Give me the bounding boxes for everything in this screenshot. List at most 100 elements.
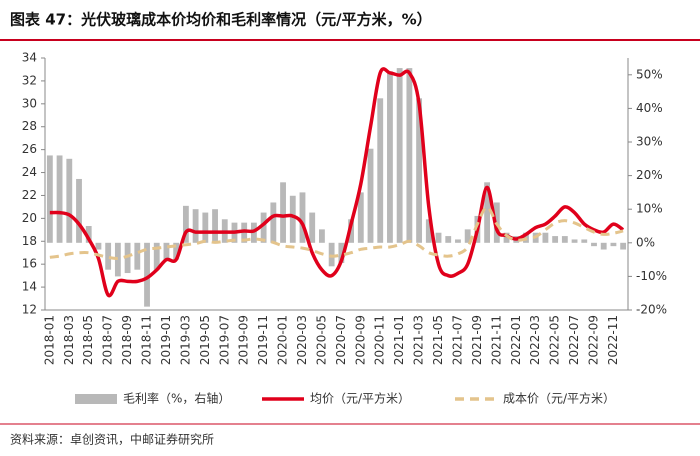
x-tick-label: 2022-01 bbox=[509, 315, 523, 365]
bar bbox=[66, 158, 73, 243]
y-tick-label: 18 bbox=[22, 234, 37, 248]
bar bbox=[163, 242, 170, 260]
bar bbox=[124, 242, 131, 274]
bar bbox=[105, 242, 112, 270]
bar bbox=[571, 239, 578, 243]
bar bbox=[620, 242, 627, 250]
bar bbox=[581, 239, 588, 243]
x-tick-label: 2019-07 bbox=[217, 315, 231, 365]
y2-tick-label: 40% bbox=[636, 101, 663, 115]
bar bbox=[445, 236, 452, 243]
y2-tick-label: 10% bbox=[636, 202, 663, 216]
legend-label: 成本价（元/平方米） bbox=[503, 391, 615, 406]
y2-tick-label: -20% bbox=[636, 303, 667, 317]
x-tick-label: 2020-07 bbox=[334, 315, 348, 365]
bar bbox=[309, 212, 316, 243]
x-tick-label: 2020-09 bbox=[353, 315, 367, 365]
bar bbox=[299, 192, 306, 243]
x-tick-label: 2021-01 bbox=[392, 315, 406, 365]
source: 资料来源：卓创资讯，中邮证券研究所 bbox=[10, 432, 214, 447]
y-tick-label: 32 bbox=[22, 73, 37, 87]
bar bbox=[46, 155, 53, 243]
bar bbox=[406, 68, 413, 243]
x-tick-label: 2019-03 bbox=[178, 315, 192, 365]
bar bbox=[561, 236, 568, 243]
x-tick-label: 2020-03 bbox=[295, 315, 309, 365]
x-tick-label: 2019-09 bbox=[237, 315, 251, 365]
bar bbox=[435, 232, 442, 243]
bar bbox=[542, 232, 549, 243]
bar bbox=[357, 192, 364, 243]
bar bbox=[464, 229, 471, 243]
bar bbox=[425, 219, 432, 243]
x-tick-label: 2020-11 bbox=[373, 315, 387, 365]
bar bbox=[396, 68, 403, 243]
x-tick-label: 2018-07 bbox=[101, 315, 115, 365]
chart-title: 图表 47：光伏玻璃成本价均价和毛利率情况（元/平方米，%） bbox=[10, 11, 432, 29]
x-tick-label: 2022-09 bbox=[586, 315, 600, 365]
bar bbox=[260, 212, 267, 243]
y-tick-label: 28 bbox=[22, 119, 37, 133]
bar bbox=[85, 226, 92, 243]
x-tick-label: 2021-03 bbox=[412, 315, 426, 365]
bar bbox=[503, 232, 510, 243]
bar bbox=[328, 242, 335, 267]
bar bbox=[484, 182, 491, 243]
bar bbox=[192, 209, 199, 243]
y-tick-label: 34 bbox=[22, 51, 37, 65]
bar bbox=[182, 205, 189, 243]
y-tick-label: 16 bbox=[22, 257, 37, 271]
y-tick-label: 22 bbox=[22, 188, 37, 202]
bar bbox=[591, 242, 597, 247]
x-tick-label: 2019-05 bbox=[198, 315, 212, 365]
bar bbox=[289, 195, 296, 243]
bar bbox=[600, 242, 607, 250]
y-tick-label: 30 bbox=[22, 96, 37, 110]
bar bbox=[270, 202, 277, 243]
bar bbox=[367, 148, 374, 243]
bar bbox=[202, 212, 209, 243]
bar bbox=[387, 71, 393, 243]
y-tick-label: 20 bbox=[22, 211, 37, 225]
bar bbox=[144, 242, 150, 307]
bar bbox=[76, 178, 82, 243]
bar bbox=[610, 242, 617, 247]
bar bbox=[416, 98, 423, 243]
x-tick-label: 2021-05 bbox=[431, 315, 445, 365]
y-tick-label: 14 bbox=[22, 280, 37, 294]
x-tick-label: 2022-07 bbox=[567, 315, 581, 365]
x-tick-label: 2022-05 bbox=[548, 315, 562, 365]
bar bbox=[377, 98, 384, 243]
y-tick-label: 24 bbox=[22, 165, 37, 179]
y-tick-label: 12 bbox=[22, 303, 37, 317]
bar bbox=[241, 222, 248, 243]
y2-tick-label: -10% bbox=[636, 269, 667, 283]
x-tick-label: 2021-07 bbox=[450, 315, 464, 365]
legend-label: 毛利率（%，右轴） bbox=[123, 391, 230, 406]
x-tick-label: 2018-11 bbox=[140, 315, 154, 365]
y2-tick-label: 30% bbox=[636, 135, 663, 149]
bar bbox=[338, 242, 345, 263]
x-tick-label: 2020-05 bbox=[314, 315, 328, 365]
x-tick-label: 2018-03 bbox=[62, 315, 76, 365]
x-tick-label: 2019-11 bbox=[256, 315, 270, 365]
bar bbox=[173, 242, 180, 260]
x-tick-label: 2018-09 bbox=[120, 315, 134, 365]
bar bbox=[280, 182, 286, 243]
x-tick-label: 2019-01 bbox=[159, 315, 173, 365]
bar bbox=[153, 242, 160, 270]
y2-tick-label: 0% bbox=[636, 235, 655, 249]
bar bbox=[212, 209, 218, 243]
legend-label: 均价（元/平方米） bbox=[310, 391, 410, 406]
x-tick-label: 2020-01 bbox=[276, 315, 290, 365]
legend-swatch bbox=[75, 394, 117, 404]
bar bbox=[56, 155, 63, 243]
x-tick-label: 2022-03 bbox=[528, 315, 542, 365]
bar bbox=[95, 242, 102, 250]
y-tick-label: 26 bbox=[22, 142, 37, 156]
bar bbox=[552, 236, 559, 243]
cost-line bbox=[49, 205, 624, 260]
price-line bbox=[49, 67, 625, 298]
x-tick-label: 2018-01 bbox=[42, 315, 56, 365]
